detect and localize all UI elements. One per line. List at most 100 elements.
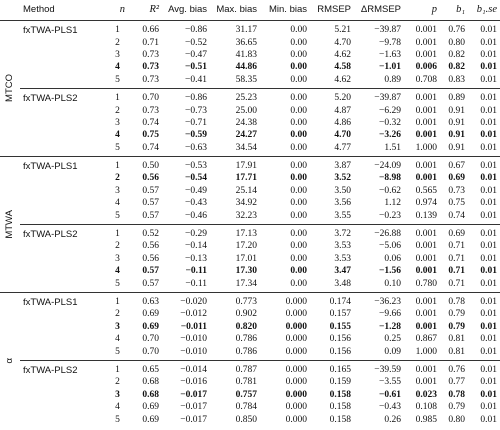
value-cell: −0.14 <box>185 241 207 252</box>
value-cell: 0.001 <box>404 87 440 105</box>
value-cell: 0.157 <box>329 309 351 320</box>
value-cell: 0.00 <box>290 278 307 289</box>
value-cell: 0.00 <box>290 266 307 277</box>
value-cell: 36.65 <box>235 37 257 48</box>
value-cell: 4 <box>115 266 120 277</box>
value-cell: 0.78 <box>448 389 465 400</box>
group-cell: α <box>0 291 20 428</box>
value-cell: 17.34 <box>235 278 257 289</box>
table-row: 5 0.57 −0.46 32.23 0.00 3.55 −0.23 0.139 0.74 0.0… <box>0 209 500 224</box>
value-cell: 0.69 <box>448 173 465 184</box>
value-cell: −0.29 <box>162 223 210 241</box>
value-cell: 4.86 <box>334 117 351 128</box>
value-cell: 0.80 <box>448 414 465 425</box>
value-cell: 0.174 <box>310 291 354 309</box>
value-cell: 0.01 <box>480 142 497 153</box>
table-row: MTWA fxTWA-PLS1 1 0.50 −0.53 17.91 0.00 3.87 −24… <box>0 155 500 293</box>
value-cell: 3.53 <box>334 241 351 252</box>
value-cell: 17.71 <box>235 173 257 184</box>
value-cell: 0.69 <box>142 321 159 332</box>
value-cell: 31.17 <box>210 20 260 37</box>
value-cell: 0.001 <box>415 266 437 277</box>
table-row: α fxTWA-PLS1 1 0.63 −0.020 0.773 0.000 0.174 −36… <box>0 291 500 428</box>
value-cell: −3.55 <box>379 377 401 388</box>
value-cell: 0.81 <box>448 334 465 345</box>
header-cell: p <box>404 0 440 21</box>
value-cell: 0.01 <box>468 223 500 241</box>
value-cell: 0.26 <box>384 414 401 425</box>
value-cell: 2 <box>115 241 120 252</box>
value-cell: 0.74 <box>448 210 465 221</box>
value-cell: 0.71 <box>448 241 465 252</box>
header-cell: n <box>110 0 128 21</box>
value-cell: 4 <box>115 334 120 345</box>
value-cell: 4.58 <box>334 62 351 73</box>
value-cell: −0.011 <box>180 321 207 332</box>
value-cell: −0.017 <box>180 389 207 400</box>
value-cell: −0.010 <box>180 334 207 345</box>
value-cell: 3.47 <box>334 266 351 277</box>
value-cell: 0.57 <box>142 278 159 289</box>
table-body: MTCO fxTWA-PLS1 1 0.66 −0.86 31.17 0.00 5.21 −39… <box>0 20 500 428</box>
value-cell: 24.27 <box>235 130 257 141</box>
value-cell: 0.56 <box>142 253 159 264</box>
value-cell: 0.001 <box>415 37 437 48</box>
value-cell: 0.155 <box>329 321 351 332</box>
value-cell: −0.017 <box>180 414 207 425</box>
value-cell: 0.25 <box>384 334 401 345</box>
group-cell: MTCO <box>0 20 20 157</box>
value-cell: 4 <box>115 198 120 209</box>
value-cell: 17.20 <box>235 241 257 252</box>
value-cell: 0.757 <box>235 389 257 400</box>
value-cell: 0.001 <box>404 223 440 241</box>
method-cell: fxTWA-PLS2 <box>20 223 110 293</box>
value-cell: 4.70 <box>334 130 351 141</box>
value-cell: −0.017 <box>180 402 207 413</box>
value-cell: 3.72 <box>310 223 354 241</box>
value-cell: −0.43 <box>185 198 207 209</box>
value-cell: 41.83 <box>235 49 257 60</box>
value-cell: −0.13 <box>185 253 207 264</box>
value-cell: 0.850 <box>235 414 257 425</box>
value-cell: −0.51 <box>184 62 207 73</box>
value-cell: 0.773 <box>210 291 260 309</box>
value-cell: 3.52 <box>334 173 351 184</box>
table-row: 5 0.70 −0.010 0.786 0.000 0.156 0.09 1.000 0.81 0… <box>0 345 500 360</box>
value-cell: −9.66 <box>379 309 401 320</box>
value-cell: −0.73 <box>185 105 207 116</box>
value-cell: 0.56 <box>142 173 159 184</box>
value-cell: 0.00 <box>290 130 307 141</box>
table-row: 2 0.71 −0.52 36.65 0.00 4.70 −9.78 0.001 0.80 0.0… <box>0 36 500 48</box>
value-cell: 1.51 <box>384 142 401 153</box>
value-cell: 34.54 <box>235 142 257 153</box>
value-cell: 24.38 <box>235 117 257 128</box>
value-cell: 32.23 <box>235 210 257 221</box>
value-cell: 0.52 <box>128 223 162 241</box>
value-cell: 0.91 <box>448 117 465 128</box>
value-cell: 0.000 <box>285 377 307 388</box>
value-cell: 3 <box>115 253 120 264</box>
table-row: fxTWA-PLS2 1 0.70 −0.86 25.23 0.00 5.20 −39.87 0… <box>0 87 500 157</box>
value-cell: 0.000 <box>285 334 307 345</box>
header-row: Method n R² Avg. bias Max. bias Min. bias RMSE… <box>0 0 500 21</box>
value-cell: −1.01 <box>378 62 401 73</box>
table-row: 4 0.69 −0.017 0.784 0.000 0.158 −0.43 0.108 0.79… <box>0 401 500 413</box>
value-cell: 5 <box>115 346 120 357</box>
value-cell: 5.20 <box>310 87 354 105</box>
value-cell: 0.69 <box>142 414 159 425</box>
value-cell: 0.79 <box>448 309 465 320</box>
value-cell: −0.46 <box>185 210 207 221</box>
value-cell: −0.43 <box>379 402 401 413</box>
value-cell: −0.86 <box>162 20 210 37</box>
value-cell: 25.00 <box>235 105 257 116</box>
value-cell: 0.00 <box>290 210 307 221</box>
value-cell: 0.01 <box>480 278 497 289</box>
table-row: 3 0.69 −0.011 0.820 0.000 0.155 −1.28 0.001 0.79… <box>0 321 500 333</box>
method-cell: fxTWA-PLS1 <box>20 20 110 89</box>
group-cell: MTWA <box>0 155 20 293</box>
value-cell: 0.69 <box>142 402 159 413</box>
value-cell: 0.76 <box>440 20 468 37</box>
value-cell: 0.01 <box>480 173 497 184</box>
value-cell: 0.78 <box>440 291 468 309</box>
